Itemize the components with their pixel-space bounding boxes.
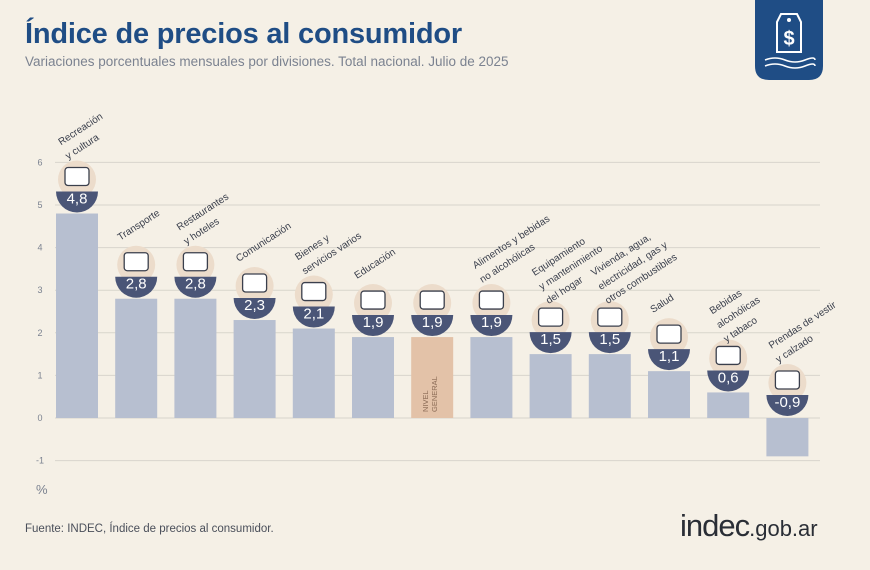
value-badge-shape bbox=[174, 276, 217, 298]
bar bbox=[352, 337, 394, 418]
category-label: NIVEL bbox=[421, 390, 430, 412]
bar bbox=[766, 418, 809, 457]
data-label: 1,1 bbox=[659, 348, 680, 365]
value-badge-shape bbox=[588, 332, 631, 354]
category-label: Transporte bbox=[116, 208, 163, 244]
bar bbox=[588, 354, 631, 418]
value-badge-shape bbox=[470, 315, 513, 337]
value-badge-shape bbox=[648, 349, 690, 371]
value-badge-shape bbox=[766, 395, 809, 416]
icon-glyph bbox=[537, 307, 564, 327]
data-label: 2,1 bbox=[303, 306, 324, 323]
data-label: 1,9 bbox=[422, 314, 443, 331]
category-label: Educación bbox=[353, 247, 398, 282]
bar bbox=[292, 328, 335, 418]
value-badge: -0,9 bbox=[766, 364, 809, 416]
value-badge: 4,8 bbox=[56, 160, 98, 213]
data-label: 1,5 bbox=[599, 331, 620, 348]
y-tick-label: 4 bbox=[37, 243, 42, 253]
icon-glyph bbox=[64, 166, 90, 187]
logo-main: indec bbox=[680, 508, 750, 543]
value-badge: 0,6 bbox=[707, 339, 750, 392]
y-tick-label: 2 bbox=[37, 328, 42, 338]
value-badge: 1,9 bbox=[470, 284, 513, 337]
icon-glyph bbox=[774, 370, 801, 390]
chart-title: Índice de precios al consumidor bbox=[25, 18, 462, 50]
y-tick-label: 6 bbox=[37, 157, 42, 167]
y-axis-label: % bbox=[36, 482, 48, 497]
y-tick-label: -1 bbox=[36, 456, 44, 466]
value-badge-shape bbox=[292, 306, 335, 328]
data-label: 0,6 bbox=[718, 369, 739, 386]
icon-glyph bbox=[715, 345, 741, 366]
icon-glyph bbox=[301, 281, 327, 302]
logo-suffix: .gob.ar bbox=[749, 516, 818, 541]
value-badge-shape bbox=[529, 332, 572, 354]
value-badge: 1,5 bbox=[529, 301, 572, 354]
value-badge-shape bbox=[56, 191, 98, 213]
y-tick-label: 5 bbox=[37, 200, 42, 210]
data-label: 1,5 bbox=[540, 331, 561, 348]
data-label: 1,9 bbox=[363, 314, 384, 331]
indec-logo[interactable]: indec.gob.ar bbox=[680, 508, 818, 544]
value-badge: 1,9 bbox=[411, 284, 454, 337]
value-badge-shape bbox=[707, 370, 750, 392]
bar bbox=[174, 298, 217, 418]
category-label: GENERAL bbox=[430, 376, 439, 412]
value-badge: 2,3 bbox=[233, 267, 276, 320]
data-label: 4,8 bbox=[67, 191, 88, 208]
icon-glyph bbox=[419, 290, 445, 310]
data-label: 2,8 bbox=[126, 276, 147, 293]
bar bbox=[529, 354, 572, 418]
value-badge-shape bbox=[233, 298, 276, 320]
bar bbox=[115, 298, 158, 418]
value-badge-shape bbox=[115, 276, 158, 298]
bar bbox=[470, 337, 513, 418]
icon-glyph bbox=[656, 324, 682, 344]
icon-glyph bbox=[182, 252, 209, 272]
value-badge: 2,1 bbox=[292, 275, 335, 328]
icon-glyph bbox=[123, 252, 149, 272]
value-badge: 1,9 bbox=[352, 284, 394, 337]
data-label: 1,9 bbox=[481, 314, 502, 331]
bar bbox=[707, 392, 750, 418]
icon-glyph bbox=[478, 290, 505, 310]
bar bbox=[233, 320, 276, 418]
source-note: Fuente: INDEC, Índice de precios al cons… bbox=[25, 523, 274, 535]
y-tick-label: 0 bbox=[37, 413, 42, 423]
value-badge-shape bbox=[411, 315, 454, 337]
chart-subtitle: Variaciones porcentuales mensuales por d… bbox=[25, 54, 509, 69]
y-tick-label: 1 bbox=[37, 370, 42, 380]
bar bbox=[411, 337, 454, 418]
value-badge: 2,8 bbox=[115, 245, 158, 298]
data-label: 2,3 bbox=[244, 297, 265, 314]
value-badge: 1,5 bbox=[588, 301, 631, 354]
value-badge: 2,8 bbox=[174, 245, 217, 298]
value-badge: 1,1 bbox=[648, 318, 690, 371]
value-badge-shape bbox=[352, 315, 394, 337]
data-label: 2,8 bbox=[185, 276, 206, 293]
icon-glyph bbox=[241, 273, 268, 293]
icon-glyph bbox=[360, 290, 386, 310]
icon-glyph bbox=[597, 307, 623, 327]
y-tick-label: 3 bbox=[37, 285, 42, 295]
category-label: Salud bbox=[649, 292, 676, 315]
bar bbox=[648, 371, 690, 418]
svg-text:$: $ bbox=[783, 28, 794, 50]
price-tag-logo-icon: $ bbox=[755, 0, 823, 80]
data-label: -0,9 bbox=[774, 394, 800, 411]
bar bbox=[56, 213, 98, 418]
category-label: Comunicación bbox=[234, 221, 293, 265]
